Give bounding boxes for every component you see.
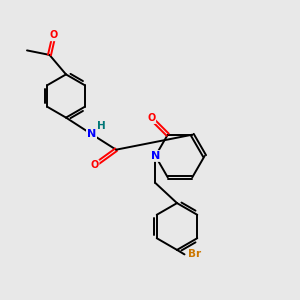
Text: O: O: [90, 160, 99, 170]
Text: N: N: [151, 151, 160, 161]
Text: N: N: [87, 129, 96, 139]
Text: O: O: [147, 113, 155, 123]
Text: H: H: [97, 121, 106, 131]
Text: O: O: [50, 30, 58, 40]
Text: Br: Br: [188, 249, 201, 260]
